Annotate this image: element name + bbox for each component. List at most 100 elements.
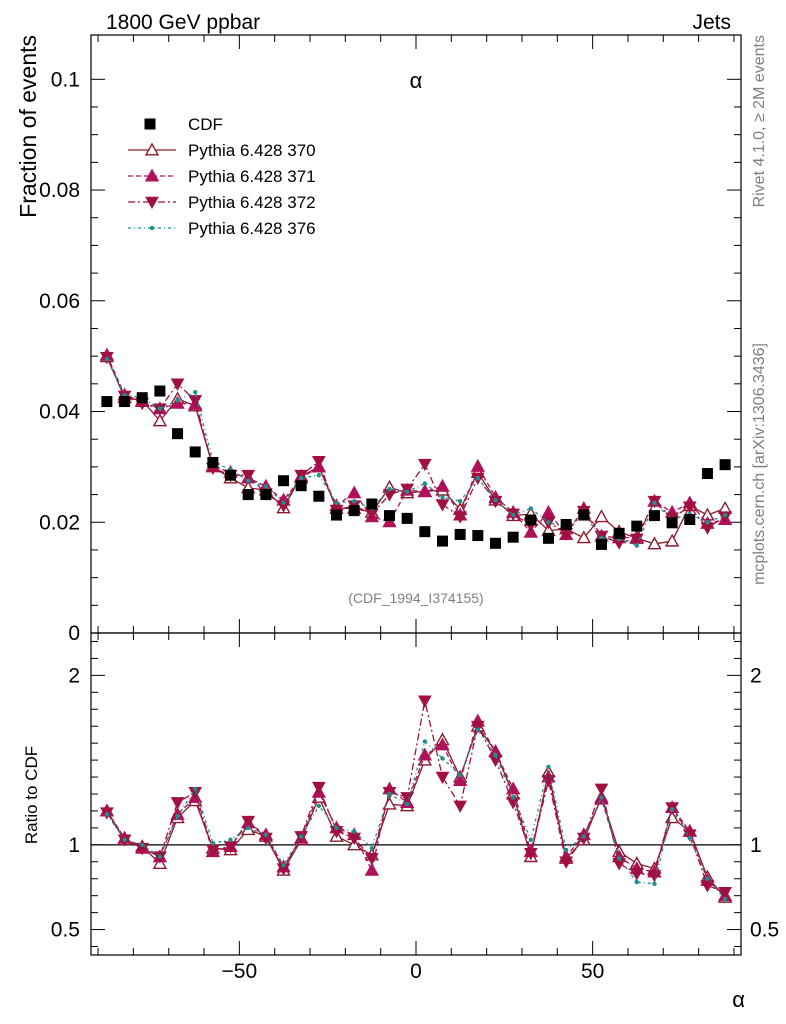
data-point-cdf — [631, 520, 643, 532]
series-point-376 — [281, 500, 286, 506]
legend-marker-cdf — [144, 118, 156, 130]
ratio-point-372 — [594, 783, 609, 796]
y-tick-label: 0.1 — [51, 68, 80, 91]
ratio-tick-label: 1 — [68, 834, 80, 857]
data-point-cdf — [719, 459, 731, 471]
data-point-cdf — [295, 480, 307, 492]
series-point-376 — [634, 543, 639, 548]
legend-marker — [144, 168, 160, 182]
ratio-point-376 — [193, 786, 198, 792]
series-point-376 — [722, 512, 728, 518]
data-point-cdf — [172, 428, 184, 440]
ratio-point-376 — [493, 752, 498, 758]
ratio-y-axis-label: Ratio to CDF — [22, 746, 41, 844]
series-point-376 — [404, 489, 410, 495]
legend-label: Pythia 6.428 371 — [188, 167, 316, 186]
ratio-point-376 — [581, 834, 586, 839]
data-point-cdf — [225, 469, 237, 481]
data-point-cdf — [666, 517, 678, 529]
legend-marker — [149, 225, 155, 231]
series-point-376 — [705, 520, 710, 525]
ratio-point-372 — [576, 832, 591, 846]
y-tick-label: 0.08 — [39, 179, 80, 202]
x-tick-label: 50 — [581, 960, 604, 983]
header-right: Jets — [692, 11, 731, 34]
series-point-372 — [435, 499, 450, 512]
series-point-372 — [170, 378, 185, 391]
x-axis-label: α — [732, 987, 745, 1012]
data-point-cdf — [101, 396, 113, 408]
data-point-cdf — [260, 489, 272, 501]
y-tick-label: 0.04 — [39, 401, 80, 424]
series-point-372 — [682, 501, 697, 514]
ratio-point-376 — [546, 764, 551, 770]
legend-label: Pythia 6.428 376 — [188, 219, 316, 238]
data-point-cdf — [454, 528, 466, 540]
ratio-point-371 — [364, 862, 380, 876]
series-point-376 — [493, 497, 498, 503]
ratio-point-372 — [364, 853, 379, 866]
data-point-cdf — [278, 475, 290, 487]
series-point-371 — [541, 504, 556, 518]
ratio-point-376 — [422, 739, 428, 744]
data-point-cdf — [578, 509, 590, 521]
y-tick-label: 0 — [68, 622, 80, 645]
ratio-tick-label-right: 2 — [750, 664, 762, 687]
data-point-cdf — [525, 514, 537, 526]
x-tick-label: 0 — [410, 960, 422, 983]
data-point-cdf — [489, 537, 501, 549]
legend-label: Pythia 6.428 372 — [188, 193, 316, 212]
ratio-point-372 — [647, 870, 662, 883]
data-point-cdf — [560, 518, 572, 530]
series-point-376 — [351, 499, 357, 504]
series-point-371 — [435, 478, 450, 492]
series-point-376 — [334, 500, 339, 506]
legend-marker — [144, 142, 160, 156]
ratio-point-376 — [157, 854, 163, 859]
series-point-372 — [188, 395, 203, 408]
ratio-point-371 — [170, 806, 185, 820]
data-point-cdf — [472, 530, 484, 542]
series-point-376 — [440, 495, 445, 500]
ratio-point-376 — [599, 795, 604, 800]
ratio-point-372 — [559, 856, 573, 869]
series-point-376 — [193, 389, 198, 395]
ratio-point-372 — [470, 720, 485, 734]
ratio-point-372 — [312, 781, 326, 795]
series-point-376 — [387, 486, 392, 492]
ratio-point-376 — [387, 791, 392, 797]
legend: CDF Pythia 6.428 370 Pythia 6.428 371 Pythi… — [128, 115, 316, 238]
data-point-cdf — [207, 456, 219, 468]
ratio-tick-label: 2 — [68, 664, 80, 687]
x-tick-label: −50 — [222, 960, 258, 983]
ratio-point-371 — [505, 781, 521, 795]
series-point-376 — [122, 392, 127, 398]
legend-marker — [145, 196, 159, 210]
series-point-370 — [576, 530, 591, 544]
ratio-point-376 — [634, 879, 639, 885]
ratio-point-376 — [528, 837, 534, 842]
series-point-376 — [104, 356, 110, 362]
legend-label: Pythia 6.428 370 — [188, 141, 316, 160]
ratio-point-372 — [417, 695, 432, 708]
series-point-376 — [475, 475, 481, 481]
series-point-376 — [422, 481, 428, 486]
data-point-cdf — [119, 396, 131, 408]
ratio-line-372 — [106, 700, 726, 893]
data-point-cdf — [136, 392, 148, 404]
series-point-372 — [718, 511, 732, 524]
data-point-cdf — [684, 513, 696, 525]
ratio-point-376 — [722, 896, 728, 902]
series-point-376 — [175, 398, 180, 403]
data-point-cdf — [595, 538, 607, 550]
ratio-point-376 — [210, 840, 216, 846]
ratio-point-376 — [334, 825, 339, 831]
rivet-version-label: Rivet 4.1.0, ≥ 2M events — [751, 35, 768, 207]
data-point-cdf — [701, 468, 713, 480]
series-line-371 — [106, 354, 726, 539]
mcplots-label: mcplots.cern.ch [arXiv:1306.3436] — [751, 343, 768, 585]
ratio-point-371 — [435, 737, 450, 751]
data-point-cdf — [648, 510, 660, 522]
ratio-point-376 — [281, 862, 286, 868]
series-point-372 — [453, 511, 468, 524]
